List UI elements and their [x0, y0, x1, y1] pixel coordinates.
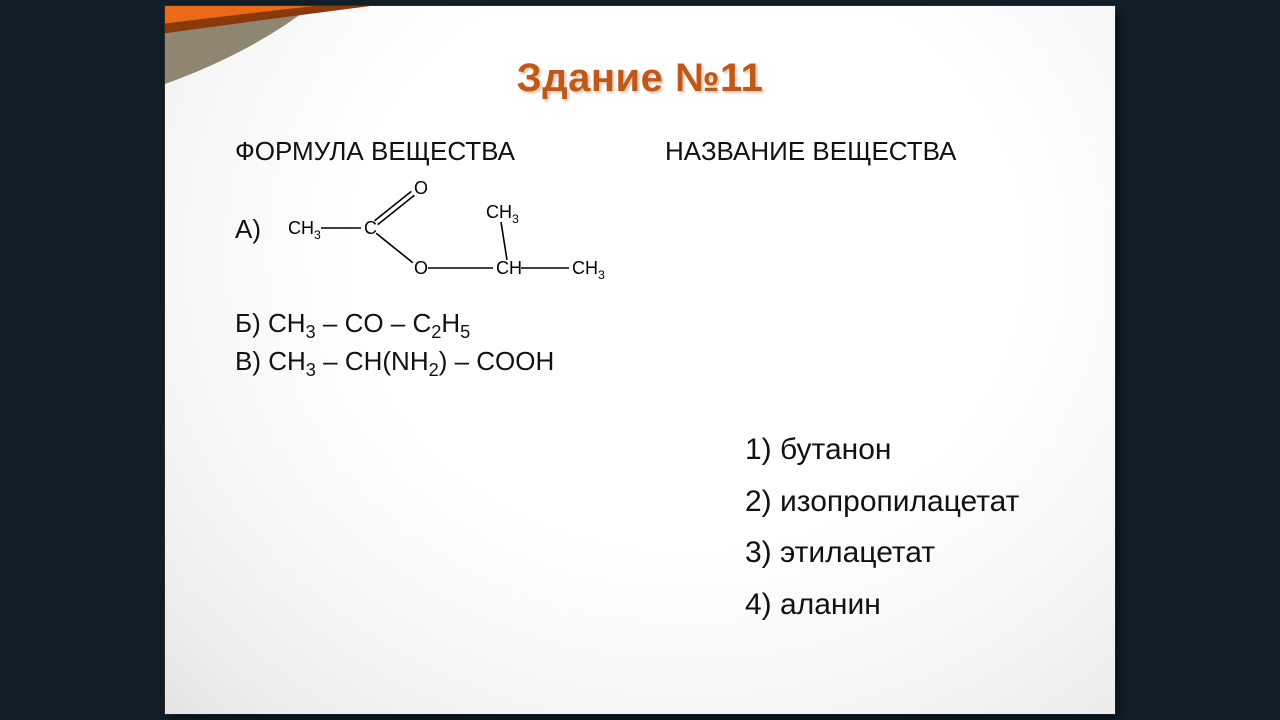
formula-text: CH3 – CH(NH2) – COOH — [268, 346, 554, 376]
left-column-heading: ФОРМУЛА ВЕЩЕСТВА — [235, 134, 515, 169]
answer-item: 3) этилацетат — [745, 527, 1019, 579]
formula-item-a: А) CH3 C O O CH CH3 CH3 — [235, 174, 624, 303]
answer-number: 4) — [745, 588, 772, 621]
answer-item: 1) бутанон — [745, 424, 1019, 476]
answer-text: изопропилацетат — [780, 485, 1019, 518]
answer-number: 3) — [745, 536, 772, 569]
svg-text:CH: CH — [496, 258, 522, 278]
formula-item-b: Б) CH3 – CO – C2H5 — [235, 306, 470, 341]
answers-list: 1) бутанон 2) изопропилацетат 3) этилаце… — [745, 424, 1019, 630]
slide-content: ФОРМУЛА ВЕЩЕСТВА НАЗВАНИЕ ВЕЩЕСТВА А) CH… — [235, 134, 1075, 674]
chemical-structure-icon: CH3 C O O CH CH3 CH3 — [274, 174, 624, 303]
answer-text: аланин — [780, 588, 881, 621]
formula-key: В) — [235, 346, 261, 376]
answer-text: бутанон — [780, 433, 891, 466]
svg-text:CH3: CH3 — [486, 202, 519, 226]
formula-key: А) — [235, 212, 261, 247]
svg-text:CH3: CH3 — [288, 218, 321, 242]
answer-number: 2) — [745, 485, 772, 518]
svg-text:O: O — [414, 178, 428, 198]
answer-item: 2) изопропилацетат — [745, 476, 1019, 528]
svg-text:C: C — [364, 218, 377, 238]
svg-text:CH3: CH3 — [572, 258, 605, 282]
slide: Здание №11 ФОРМУЛА ВЕЩЕСТВА НАЗВАНИЕ ВЕЩ… — [165, 6, 1115, 714]
answer-number: 1) — [745, 433, 772, 466]
formula-text: CH3 – CO – C2H5 — [268, 308, 470, 338]
answer-item: 4) аланин — [745, 579, 1019, 631]
formula-key: Б) — [235, 308, 261, 338]
slide-title: Здание №11 — [165, 56, 1115, 101]
answer-text: этилацетат — [780, 536, 935, 569]
right-column-heading: НАЗВАНИЕ ВЕЩЕСТВА — [665, 134, 956, 169]
formula-item-c: В) CH3 – CH(NH2) – COOH — [235, 344, 554, 379]
svg-text:O: O — [414, 258, 428, 278]
